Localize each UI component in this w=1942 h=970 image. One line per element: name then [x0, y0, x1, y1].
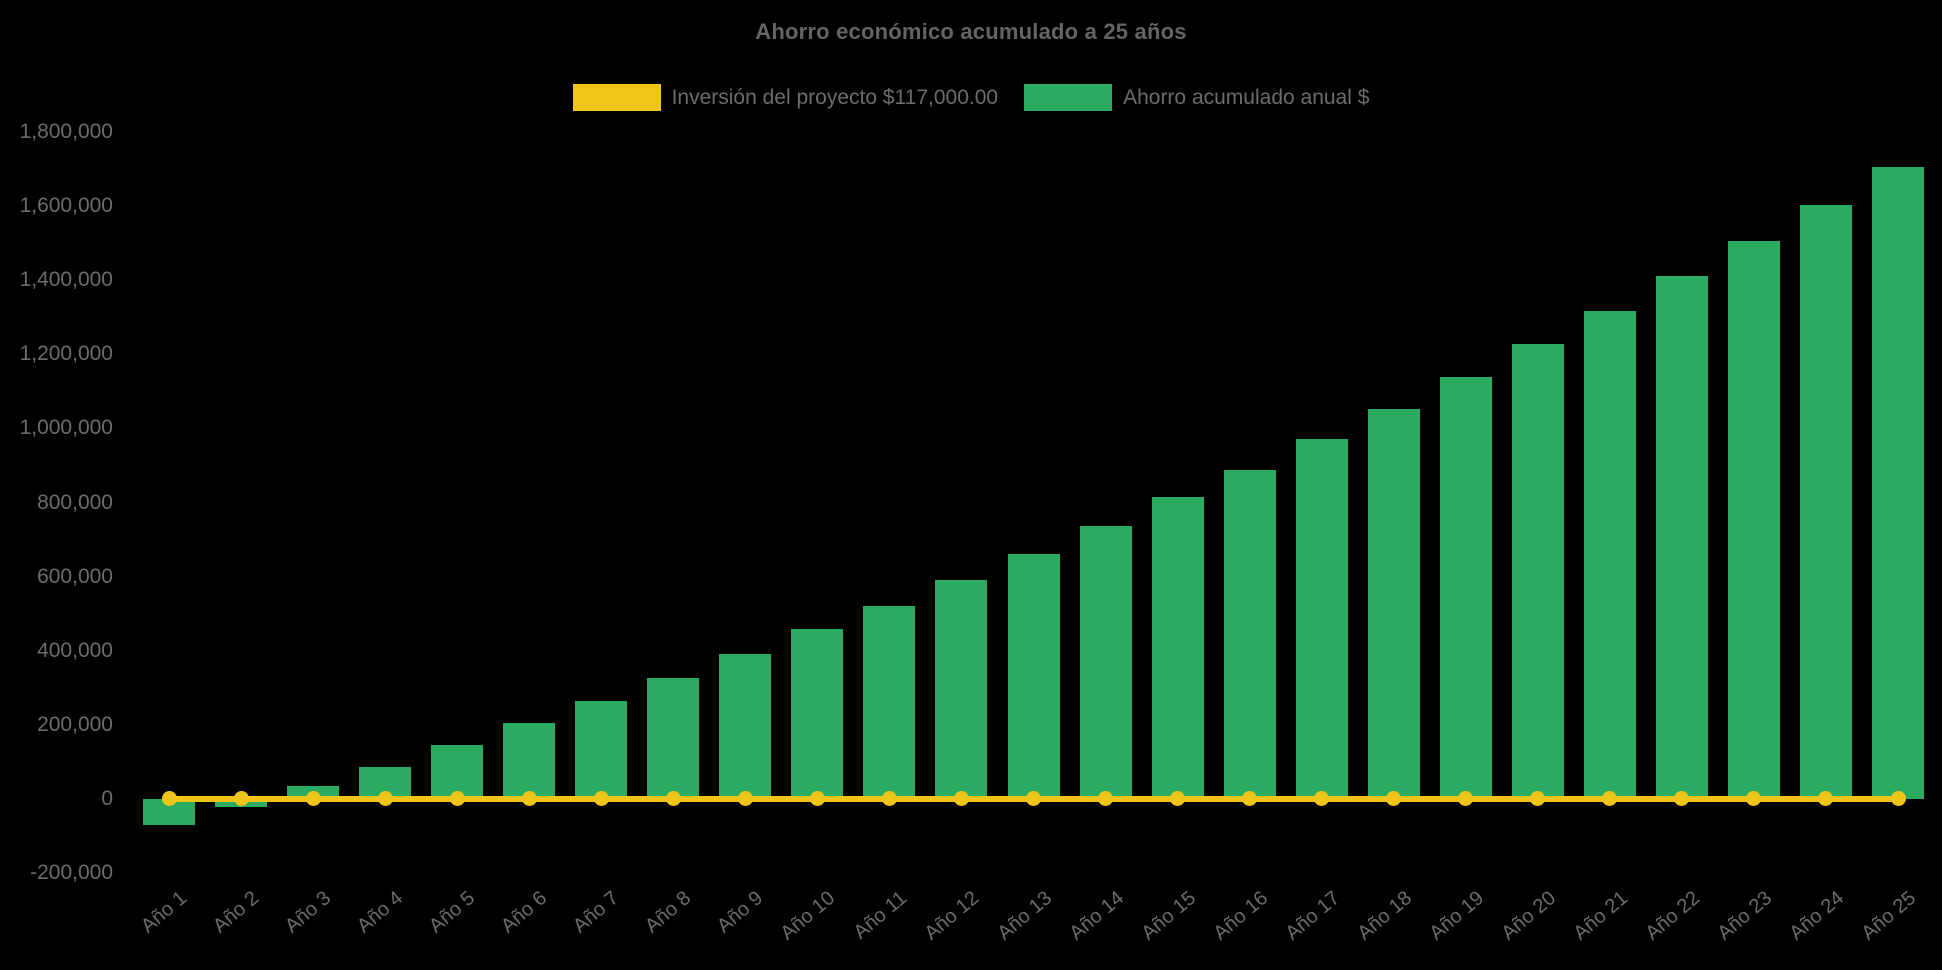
y-tick-label--200000: -200,000	[30, 861, 113, 884]
line-marker-ano-6	[521, 791, 537, 807]
bar-ano-12	[935, 580, 988, 799]
y-tick-label-1400000: 1,400,000	[19, 268, 113, 292]
legend-swatch-inversion-icon	[572, 84, 661, 111]
line-marker-ano-9	[737, 791, 753, 807]
line-marker-ano-17	[1314, 791, 1330, 807]
bar-ano-21	[1583, 311, 1636, 799]
line-marker-ano-4	[377, 791, 393, 807]
line-marker-ano-11	[881, 791, 897, 807]
line-marker-ano-3	[305, 791, 321, 807]
bar-ano-10	[791, 629, 844, 799]
y-tick-label-1200000: 1,200,000	[19, 342, 113, 366]
legend-label-inversion: Inversión del proyecto $117,000.00	[671, 85, 999, 109]
bar-ano-5	[431, 745, 484, 799]
bar-ano-18	[1367, 409, 1420, 799]
y-tick-label-600000: 600,000	[37, 564, 113, 588]
bar-ano-25	[1872, 166, 1924, 799]
line-marker-ano-15	[1170, 791, 1186, 807]
y-tick-label-200000: 200,000	[37, 712, 113, 736]
bar-ano-17	[1295, 439, 1348, 799]
line-marker-ano-10	[809, 791, 825, 807]
line-marker-ano-13	[1026, 791, 1041, 807]
legend-item-inversion[interactable]: Inversión del proyecto $117,000.00	[572, 84, 999, 111]
line-marker-ano-23	[1746, 791, 1762, 807]
y-tick-label-400000: 400,000	[37, 638, 113, 662]
y-tick-label-800000: 800,000	[37, 490, 113, 514]
line-marker-ano-24	[1818, 791, 1834, 807]
bar-ano-15	[1151, 497, 1204, 799]
bar-ano-9	[719, 654, 772, 799]
line-marker-ano-8	[665, 791, 681, 807]
legend-label-ahorro: Ahorro acumulado anual $	[1123, 85, 1370, 109]
line-marker-ano-2	[233, 791, 249, 807]
bar-ano-13	[1007, 553, 1060, 799]
line-marker-ano-16	[1242, 791, 1258, 807]
chart-title: Ahorro económico acumulado a 25 años	[755, 19, 1187, 44]
line-marker-ano-19	[1458, 791, 1474, 807]
bar-ano-6	[503, 723, 556, 799]
chart-legend: Inversión del proyecto $117,000.00 Ahorr…	[0, 84, 1942, 111]
bar-ano-23	[1727, 241, 1780, 799]
y-tick-label-1800000: 1,800,000	[19, 120, 113, 143]
line-marker-ano-18	[1386, 791, 1402, 807]
line-marker-ano-25	[1890, 791, 1906, 807]
line-marker-ano-5	[449, 791, 465, 807]
line-marker-ano-22	[1674, 791, 1690, 807]
line-marker-ano-7	[593, 791, 609, 807]
y-tick-label-1000000: 1,000,000	[19, 416, 113, 440]
line-marker-ano-1	[161, 791, 177, 807]
line-marker-ano-14	[1098, 791, 1114, 807]
legend-item-ahorro[interactable]: Ahorro acumulado anual $	[1024, 84, 1369, 111]
line-marker-ano-20	[1530, 791, 1546, 807]
legend-swatch-ahorro-icon	[1024, 84, 1113, 111]
y-tick-label-1600000: 1,600,000	[19, 194, 113, 218]
y-tick-label-0: 0	[101, 786, 113, 810]
bar-ano-20	[1511, 344, 1564, 799]
bar-ano-14	[1079, 526, 1132, 799]
line-marker-ano-21	[1602, 791, 1618, 807]
bar-ano-19	[1439, 376, 1492, 799]
line-marker-ano-12	[953, 791, 969, 807]
bar-ano-16	[1223, 469, 1276, 799]
bar-ano-8	[647, 678, 700, 799]
bar-ano-7	[575, 701, 628, 799]
bar-ano-22	[1655, 276, 1708, 799]
bar-ano-24	[1799, 204, 1852, 799]
bar-ano-11	[863, 606, 916, 799]
